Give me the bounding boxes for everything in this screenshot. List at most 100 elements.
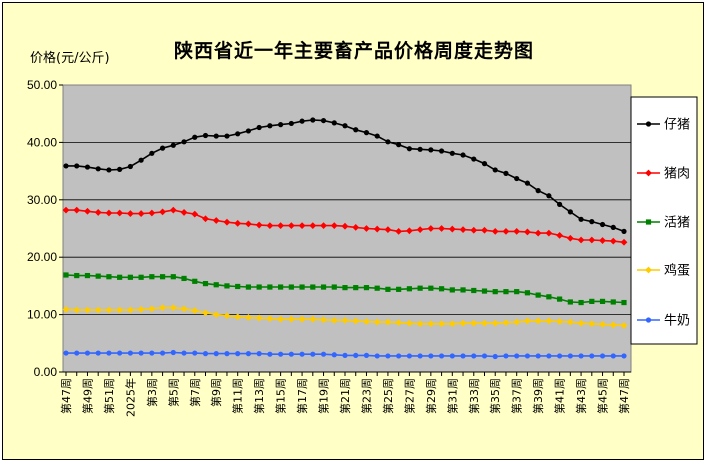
data-point <box>224 133 230 139</box>
data-point <box>235 131 241 137</box>
data-point <box>191 307 199 314</box>
data-point <box>438 225 445 232</box>
x-tick-label: 第5周 <box>166 378 180 407</box>
data-point <box>278 351 284 357</box>
data-point <box>245 284 252 290</box>
data-point <box>277 315 285 323</box>
data-point <box>223 218 231 226</box>
data-point <box>212 311 220 318</box>
x-tick-label: 第41周 <box>553 378 567 414</box>
data-point <box>224 283 230 289</box>
data-point <box>353 352 359 358</box>
data-point <box>159 208 166 216</box>
x-tick-label: 第47周 <box>617 378 631 414</box>
data-point <box>513 227 521 235</box>
data-point <box>330 222 338 230</box>
legend-label: 鸡蛋 <box>664 263 690 279</box>
data-point <box>395 319 403 327</box>
data-point <box>588 320 596 328</box>
data-point <box>202 215 209 223</box>
gridlines <box>63 141 631 316</box>
data-point <box>309 222 317 230</box>
data-point <box>234 313 242 321</box>
data-point <box>341 222 349 230</box>
data-point <box>288 120 294 127</box>
data-point <box>126 306 134 314</box>
data-point <box>621 299 627 306</box>
data-point <box>245 351 252 357</box>
data-point <box>62 206 70 214</box>
data-point <box>502 227 510 235</box>
data-point <box>438 353 445 359</box>
data-point <box>385 353 391 359</box>
x-tick-label: 第11周 <box>231 378 245 414</box>
y-tick-label: 0.00 <box>34 365 58 379</box>
x-tick-label: 第15周 <box>274 378 288 414</box>
data-point <box>277 222 285 230</box>
data-point <box>448 225 456 233</box>
data-point <box>449 150 455 156</box>
data-point <box>577 319 585 327</box>
data-point <box>557 201 563 207</box>
x-tick-label: 第47周 <box>59 378 73 414</box>
x-tick-label: 第3周 <box>145 378 159 407</box>
data-point <box>471 353 477 359</box>
data-point <box>74 163 80 169</box>
data-point <box>148 209 156 217</box>
data-point <box>599 298 606 304</box>
data-point <box>127 350 133 356</box>
y-tick-label: 10.00 <box>27 308 57 322</box>
data-point <box>310 117 316 123</box>
data-point <box>546 353 552 359</box>
data-point <box>503 289 509 295</box>
data-point <box>137 210 145 217</box>
x-axis-ticks: 第47周 第49周 第51周 2025年 第3周 第5周 第7周 第9周 第11周 第13周 第15… <box>59 371 631 417</box>
data-point <box>566 318 574 326</box>
data-point <box>405 227 413 235</box>
data-point <box>556 231 564 239</box>
data-point <box>545 229 553 237</box>
data-point <box>245 128 252 134</box>
data-point <box>342 285 348 291</box>
data-point <box>566 234 574 242</box>
data-point <box>320 222 327 230</box>
data-point <box>267 284 273 290</box>
data-point <box>256 284 262 290</box>
data-point <box>514 353 520 359</box>
x-tick-label: 第9周 <box>209 378 223 407</box>
data-point <box>428 353 434 359</box>
data-point <box>331 284 337 290</box>
data-point <box>95 350 101 356</box>
data-point <box>546 193 552 199</box>
data-point <box>84 272 91 279</box>
data-point <box>256 124 262 131</box>
data-point <box>223 312 231 320</box>
data-point <box>449 353 455 359</box>
x-tick-label: 第33周 <box>467 378 481 414</box>
data-point <box>169 304 177 312</box>
data-point <box>589 219 595 225</box>
data-point <box>620 238 628 246</box>
legend-marker <box>645 317 652 323</box>
data-point <box>427 225 435 232</box>
data-point <box>288 284 294 290</box>
data-point <box>610 353 616 359</box>
data-point <box>299 118 305 124</box>
data-point <box>621 228 627 234</box>
data-point <box>126 210 134 217</box>
data-point <box>599 237 606 244</box>
data-point <box>331 352 337 358</box>
data-point <box>503 353 509 359</box>
data-point <box>577 236 585 244</box>
data-point <box>417 285 423 291</box>
data-point <box>459 226 467 234</box>
legend-label: 活猪 <box>664 216 690 231</box>
data-point <box>202 281 209 287</box>
data-point <box>330 316 338 324</box>
legend-label: 猪肉 <box>664 167 690 182</box>
data-point <box>170 349 176 356</box>
data-point <box>267 123 273 129</box>
x-tick-label: 第37周 <box>510 378 524 414</box>
data-point <box>513 318 521 326</box>
x-tick-label: 第35周 <box>488 378 502 414</box>
